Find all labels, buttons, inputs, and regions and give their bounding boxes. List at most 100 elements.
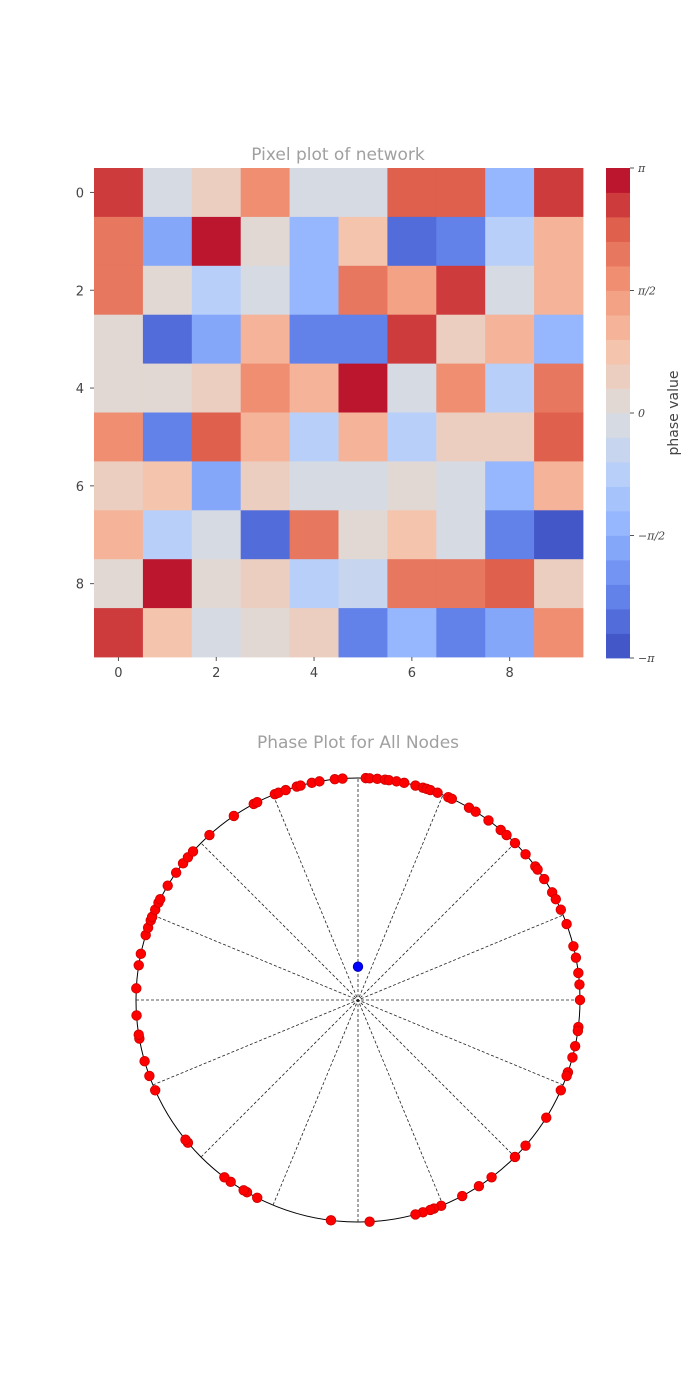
node-point [337, 773, 348, 784]
colorbar-tick-label: π [637, 162, 646, 175]
node-point [561, 918, 572, 930]
heatmap-cell [338, 559, 388, 609]
colorbar-segment [606, 511, 630, 536]
node-point [568, 941, 579, 952]
colorbar-segment [606, 535, 630, 561]
heatmap-cell [387, 363, 437, 413]
heatmap-cell [289, 314, 339, 364]
heatmap-cell [142, 314, 193, 364]
heatmap-cell [289, 510, 339, 560]
colorbar-segment [606, 315, 630, 340]
heatmap-cell [387, 168, 437, 218]
node-point [180, 1134, 191, 1145]
node-point [238, 1185, 249, 1196]
node-point [572, 1025, 584, 1037]
y-tick-label: 2 [76, 284, 84, 299]
node-point [573, 967, 584, 979]
node-point [133, 1029, 144, 1040]
heatmap-cell [289, 363, 339, 413]
y-tick-label: 8 [76, 578, 84, 593]
node-point [398, 777, 410, 789]
heatmap-cell [94, 510, 144, 560]
colorbar-tick-label: −π/2 [638, 530, 665, 543]
heatmap-cell [485, 216, 535, 267]
heatmap-cell [142, 412, 193, 462]
node-point [154, 894, 166, 905]
heatmap-cell [142, 363, 193, 413]
heatmap-cell [338, 363, 388, 413]
heatmap-cell [142, 461, 193, 511]
heatmap-cell [436, 461, 486, 511]
heatmap-cell [534, 216, 584, 267]
node-point [228, 810, 240, 822]
heatmap-cell [240, 608, 290, 658]
heatmap-cell [338, 608, 388, 658]
heatmap-cell [338, 314, 388, 364]
heatmap-cell [387, 314, 437, 364]
heatmap-cell [436, 216, 486, 267]
colorbar-ticks: −π −π/2 0 π/2 π [630, 162, 665, 665]
heatmap-cell [240, 559, 290, 609]
colorbar-segment [606, 413, 630, 438]
node-point [252, 796, 263, 808]
heatmap-cell [142, 559, 193, 609]
colorbar-segment [606, 462, 630, 487]
heatmap-grid [94, 168, 584, 658]
node-point [149, 1085, 161, 1096]
node-point [280, 784, 291, 796]
colorbar-segment [606, 609, 630, 634]
colorbar-tick-label: 0 [638, 407, 645, 420]
heatmap-cell [436, 559, 486, 609]
colorbar-segment [606, 560, 630, 585]
y-tick-label: 0 [76, 186, 84, 201]
heatmap-cell [485, 265, 535, 316]
colorbar-segment [606, 486, 630, 512]
colorbar-segment [606, 217, 630, 242]
heatmap-cell [289, 265, 339, 316]
heatmap-cell [534, 461, 584, 511]
node-point [131, 1010, 142, 1021]
heatmap-cell [240, 461, 290, 511]
heatmap-cell [436, 363, 486, 413]
heatmap-cell [387, 412, 437, 462]
node-point [574, 994, 586, 1006]
heatmap-title: Pixel plot of network [251, 145, 425, 165]
node-point [483, 815, 494, 826]
colorbar-segment [606, 192, 630, 218]
node-point [538, 873, 550, 885]
heatmap-cell [534, 510, 584, 560]
x-tick-label: 0 [114, 666, 122, 681]
heatmap-cell [534, 608, 584, 658]
heatmap-cell [436, 265, 486, 316]
node-point [550, 894, 562, 905]
heatmap-cell [191, 461, 242, 511]
heatmap-cell [485, 363, 535, 413]
spoke-line [152, 914, 564, 1086]
heatmap-cell [94, 412, 144, 462]
heatmap-cell [534, 559, 584, 609]
heatmap-cell [436, 314, 486, 364]
heatmap-cell [240, 363, 290, 413]
node-point [131, 983, 142, 994]
node-point [457, 1190, 468, 1202]
heatmap-cell [240, 265, 290, 316]
node-point [410, 1209, 421, 1220]
node-point [135, 948, 147, 960]
node-point [139, 1055, 150, 1067]
heatmap-x-ticks: 0 2 4 6 8 [114, 657, 514, 681]
heatmap-cell [191, 412, 242, 462]
node-point [162, 880, 173, 891]
heatmap-cell [534, 412, 584, 462]
heatmap-cell [94, 559, 144, 609]
node-point [555, 1085, 567, 1096]
heatmap-cell [485, 608, 535, 658]
node-point [520, 849, 531, 860]
node-point [520, 1140, 531, 1151]
heatmap-cell [387, 265, 437, 316]
heatmap-cell [191, 510, 242, 560]
heatmap-cell [338, 265, 388, 316]
node-point [555, 904, 567, 915]
y-tick-label: 6 [76, 480, 84, 495]
heatmap-cell [338, 510, 388, 560]
